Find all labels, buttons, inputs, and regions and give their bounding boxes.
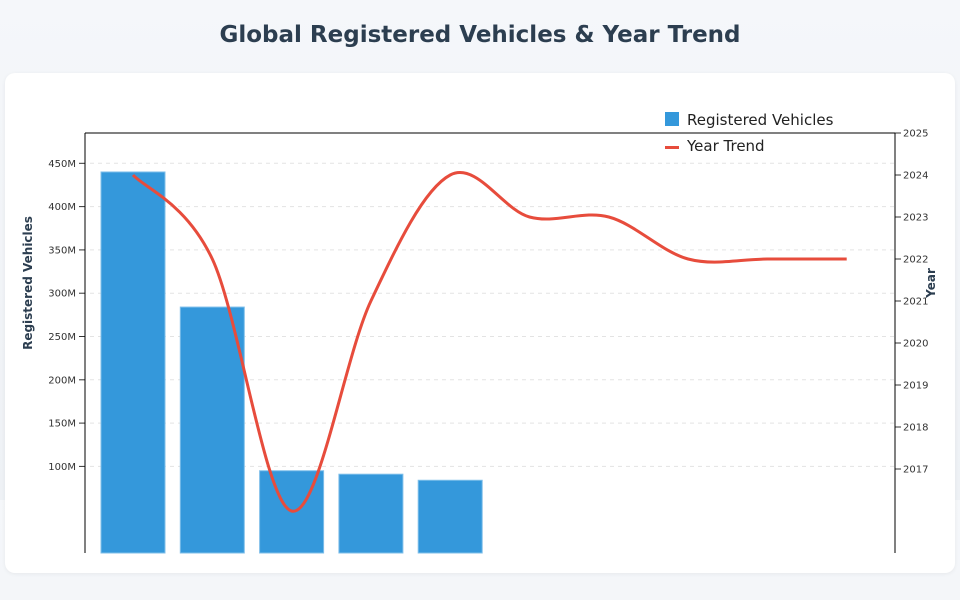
y-tick-label: 100M <box>48 462 76 473</box>
y-tick-label: 200M <box>48 375 76 386</box>
legend-line-swatch <box>665 146 679 149</box>
y2-tick-label: 2022 <box>903 255 928 266</box>
y2-tick-label: 2021 <box>903 297 928 308</box>
y2-axis-title: Year <box>924 268 938 299</box>
y-tick-label: 350M <box>48 245 76 256</box>
legend-label: Year Trend <box>686 137 765 155</box>
y2-tick-label: 2017 <box>903 465 928 476</box>
y2-tick-label: 2018 <box>903 423 928 434</box>
bar <box>338 473 404 554</box>
y2-tick-label: 2025 <box>903 129 928 140</box>
y2-tick-label: 2020 <box>903 339 928 350</box>
y2-tick-label: 2019 <box>903 381 928 392</box>
chart-title: Global Registered Vehicles & Year Trend <box>219 22 741 48</box>
bar <box>179 306 245 554</box>
y-axis-title: Registered Vehicles <box>21 216 35 350</box>
y2-tick-label: 2023 <box>903 213 928 224</box>
y-tick-label: 250M <box>48 332 76 343</box>
y-tick-label: 450M <box>48 159 76 170</box>
trend-line <box>131 171 847 513</box>
bar <box>100 171 166 554</box>
legend-bar-swatch <box>665 112 679 126</box>
y2-tick-label: 2024 <box>903 171 928 182</box>
y-tick-label: 400M <box>48 202 76 213</box>
y-tick-label: 300M <box>48 289 76 300</box>
bar <box>417 479 483 554</box>
y-tick-label: 150M <box>48 419 76 430</box>
legend-label: Registered Vehicles <box>687 111 834 129</box>
